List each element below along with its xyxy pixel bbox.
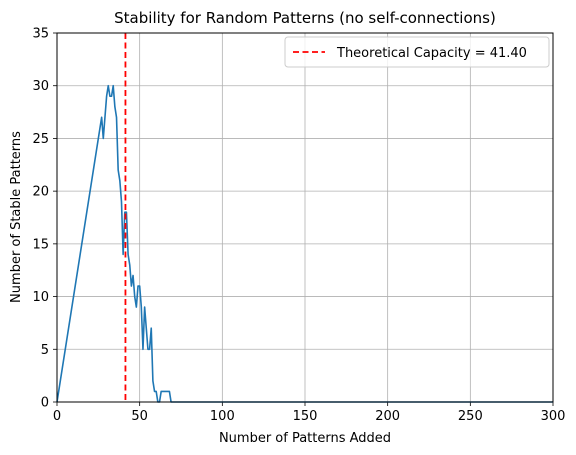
grid	[56, 32, 554, 403]
x-tick-label: 0	[53, 409, 61, 424]
x-tick-label: 150	[293, 409, 318, 424]
y-tick-label: 15	[32, 237, 49, 252]
y-tick-label: 25	[32, 132, 49, 147]
y-axis-ticks: 0 5 10 15 20 25 30 35	[32, 27, 57, 411]
y-tick-label: 35	[32, 27, 49, 42]
plot-area	[56, 33, 553, 403]
axes-frame	[56, 32, 554, 403]
chart-title: Stability for Random Patterns (no self-c…	[114, 9, 496, 27]
series-line	[56, 84, 553, 403]
y-axis-label: Number of Stable Patterns	[9, 131, 24, 303]
x-tick-label: 50	[131, 409, 148, 424]
x-tick-label: 200	[375, 409, 400, 424]
legend-label-theoretical-capacity: Theoretical Capacity = 41.40	[336, 46, 527, 61]
x-axis-ticks: 0 50 100 150 200 250 300	[53, 402, 566, 424]
x-axis-label: Number of Patterns Added	[219, 431, 391, 446]
y-tick-label: 5	[41, 343, 49, 358]
y-tick-label: 30	[32, 79, 49, 94]
y-tick-label: 10	[32, 290, 49, 305]
legend: Theoretical Capacity = 41.40	[284, 36, 550, 68]
x-tick-label: 100	[210, 409, 235, 424]
x-tick-label: 300	[541, 409, 566, 424]
x-tick-label: 250	[458, 409, 483, 424]
y-tick-label: 20	[32, 185, 49, 200]
y-tick-label: 0	[41, 396, 49, 411]
legend-box	[284, 36, 550, 68]
